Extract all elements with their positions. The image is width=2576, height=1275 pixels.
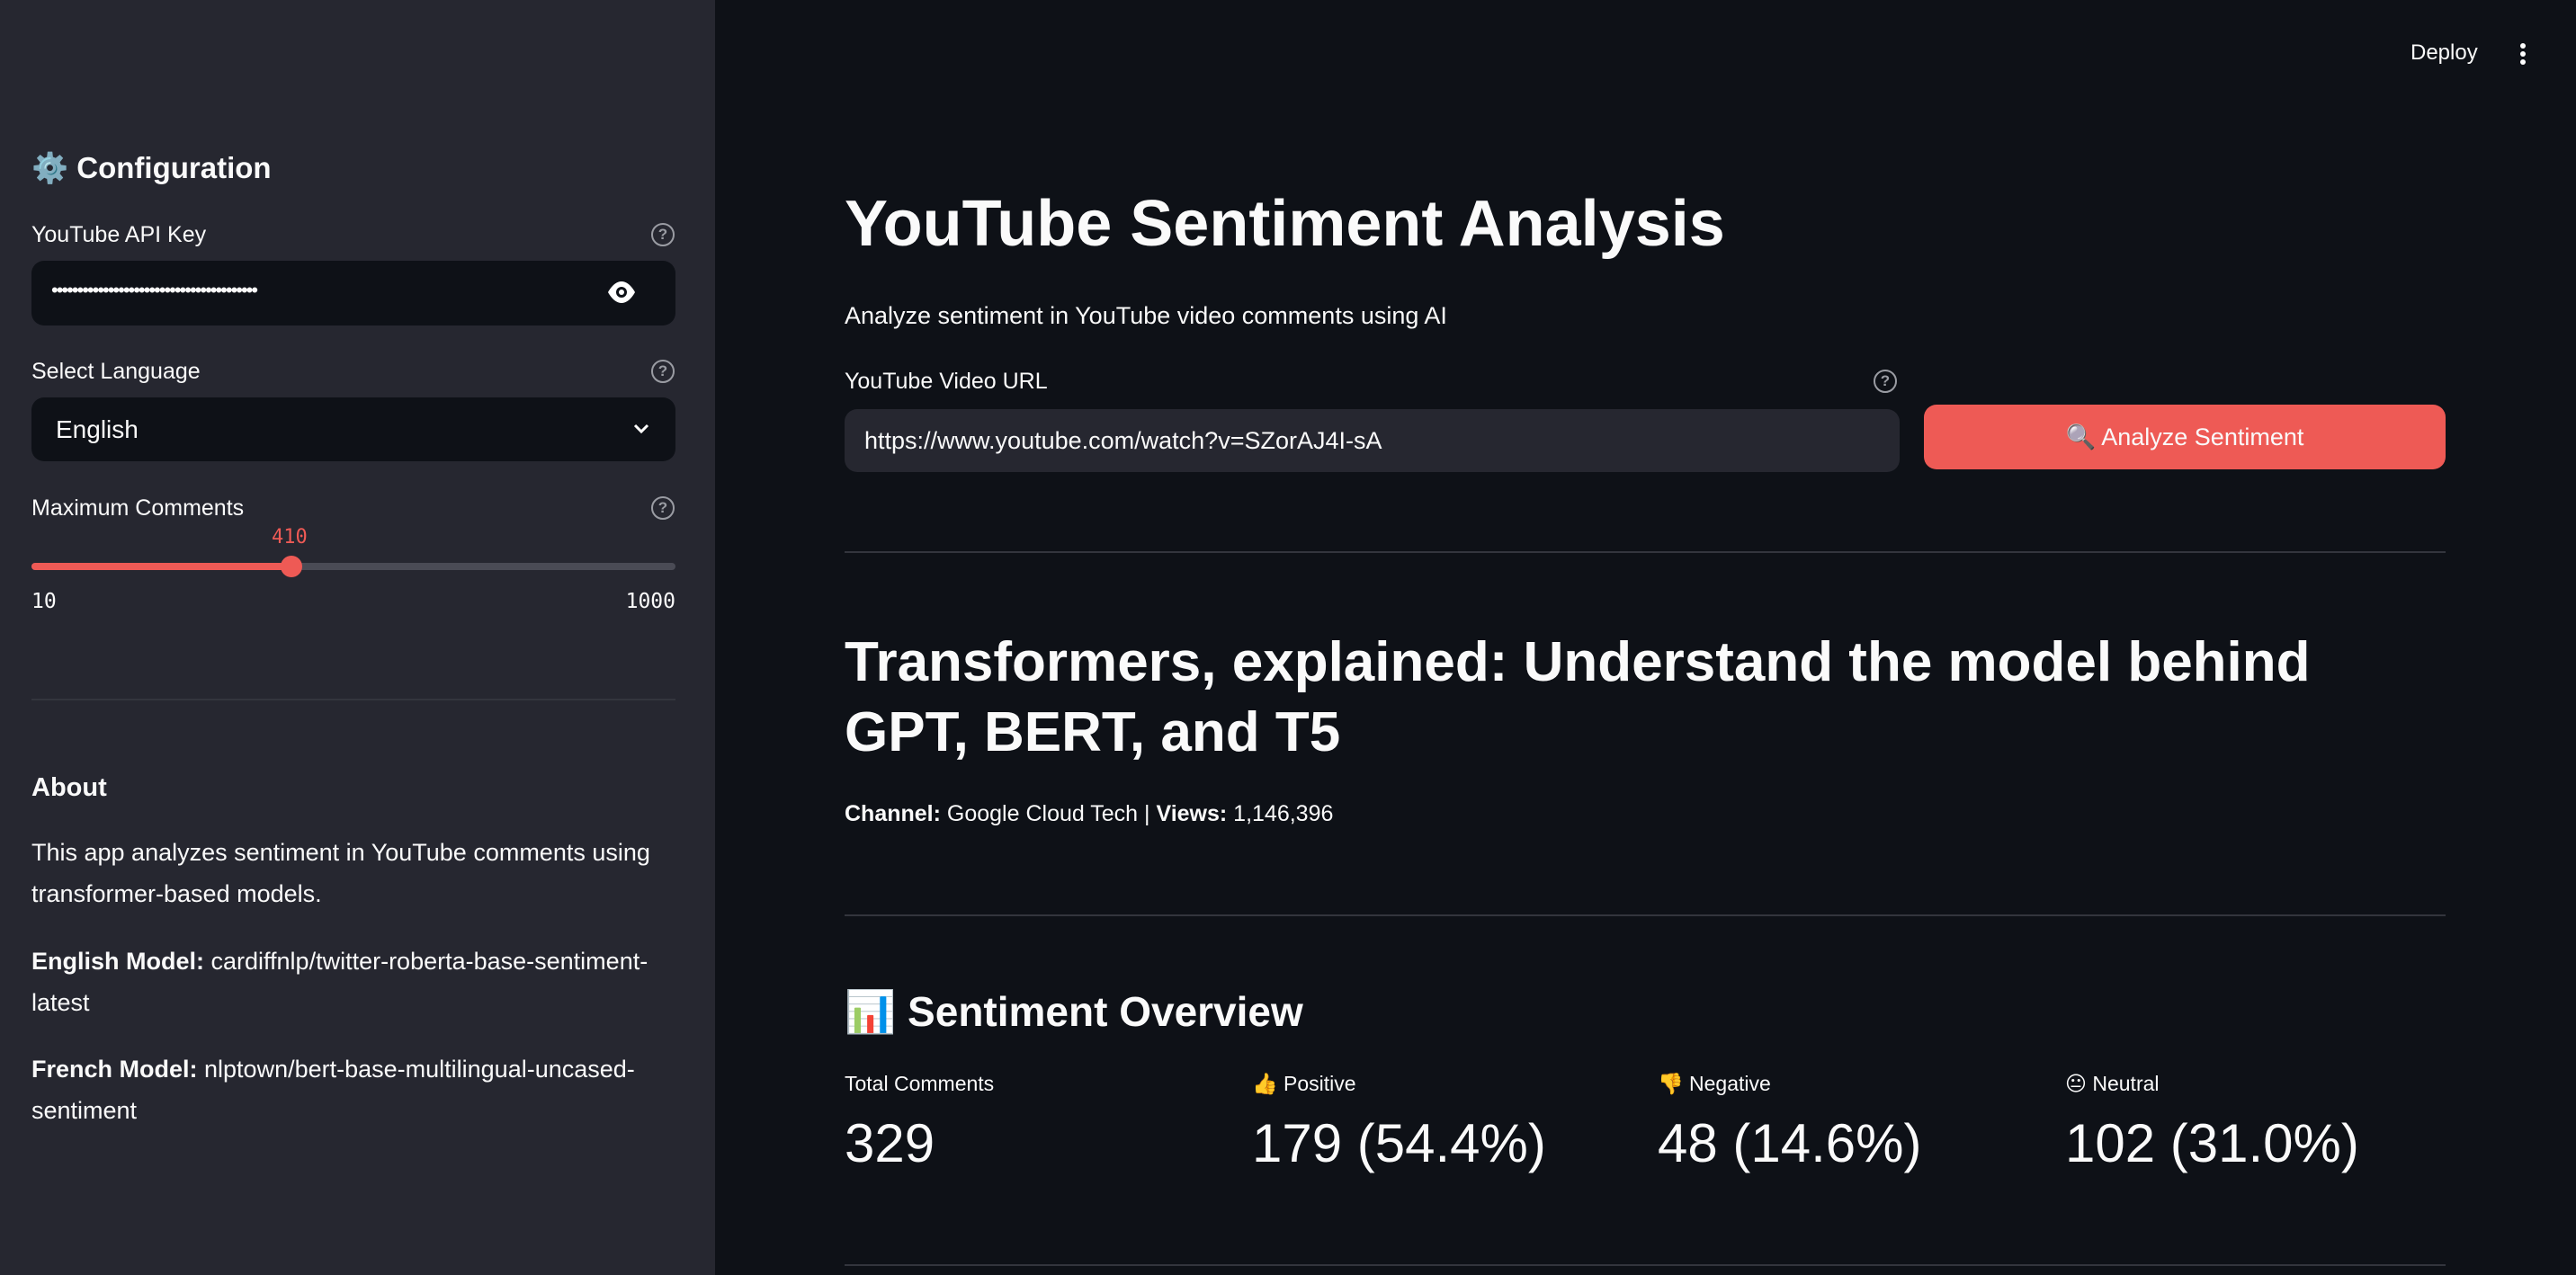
sidebar-title-text: Configuration (76, 151, 272, 184)
analyze-sentiment-button[interactable]: 🔍 Analyze Sentiment (1924, 405, 2446, 469)
slider-max: 1000 (625, 590, 675, 613)
metric-negative: 👎 Negative 48 (14.6%) (1658, 1072, 1922, 1174)
help-icon[interactable]: ? (651, 496, 675, 520)
api-key-value: •••••••••••••••••••••••••••••••••••••••• (51, 279, 258, 301)
sentiment-overview-heading: 📊 Sentiment Overview (845, 988, 1303, 1035)
sidebar: ⚙️ Configuration YouTube API Key ? •••••… (0, 0, 715, 1275)
metric-value: 179 (54.4%) (1252, 1113, 1546, 1173)
metric-label: 👍 Positive (1252, 1072, 1356, 1095)
divider (845, 551, 2446, 553)
language-select[interactable]: English (31, 397, 675, 461)
slider-fill (31, 563, 292, 570)
metric-total: Total Comments 329 (845, 1072, 994, 1174)
api-key-label: YouTube API Key (31, 222, 207, 247)
channel-value: Google Cloud Tech | (940, 801, 1157, 826)
url-input[interactable]: https://www.youtube.com/watch?v=SZorAJ4I… (845, 409, 1900, 472)
channel-label: Channel: (845, 801, 941, 826)
about-description: This app analyzes sentiment in YouTube c… (31, 839, 650, 907)
page-title: YouTube Sentiment Analysis (845, 188, 1725, 260)
page-subtitle: Analyze sentiment in YouTube video comme… (845, 302, 1447, 329)
slider-min: 10 (31, 590, 57, 613)
deploy-button[interactable]: Deploy (2411, 40, 2478, 65)
divider (31, 699, 675, 700)
metric-positive: 👍 Positive 179 (54.4%) (1252, 1072, 1546, 1174)
metric-neutral: 😐 Neutral 102 (31.0%) (2065, 1072, 2359, 1174)
video-title: Transformers, explained: Understand the … (845, 631, 2311, 763)
gear-icon: ⚙️ (31, 151, 69, 184)
kebab-menu-icon[interactable] (2517, 41, 2529, 67)
eye-icon[interactable] (605, 279, 638, 306)
help-icon[interactable]: ? (651, 223, 675, 246)
slider-thumb[interactable] (281, 556, 303, 577)
views-value: 1,146,396 (1227, 801, 1334, 826)
english-model-value: cardiffnlp/twitter-roberta-base-sentimen… (31, 948, 648, 1016)
french-model-label: French Model: (31, 1056, 198, 1083)
metric-label: 👎 Negative (1658, 1072, 1771, 1095)
about-heading: About (31, 773, 107, 802)
url-label: YouTube Video URL (845, 369, 1048, 394)
video-meta: Channel: Google Cloud Tech | Views: 1,14… (845, 801, 1333, 827)
metric-value: 329 (845, 1113, 935, 1173)
english-model: English Model: cardiffnlp/twitter-robert… (31, 941, 675, 1023)
slider-value: 410 (272, 526, 308, 548)
sidebar-title: ⚙️ Configuration (31, 151, 272, 186)
language-value: English (56, 415, 139, 443)
metric-label: Total Comments (845, 1072, 995, 1095)
language-label: Select Language (31, 359, 201, 384)
divider (845, 914, 2446, 916)
api-key-input[interactable]: •••••••••••••••••••••••••••••••••••••••• (31, 261, 675, 325)
divider (845, 1264, 2446, 1266)
views-label: Views: (1156, 801, 1228, 826)
english-model-label: English Model: (31, 948, 204, 975)
slider-track[interactable] (31, 556, 675, 577)
url-value: https://www.youtube.com/watch?v=SZorAJ4I… (864, 427, 1382, 454)
help-icon[interactable]: ? (651, 360, 675, 383)
max-comments-label: Maximum Comments (31, 495, 245, 521)
metric-value: 48 (14.6%) (1658, 1113, 1922, 1173)
metric-label: 😐 Neutral (2065, 1072, 2160, 1095)
help-icon[interactable]: ? (1874, 370, 1897, 393)
metric-value: 102 (31.0%) (2065, 1113, 2359, 1173)
chevron-down-icon (633, 424, 649, 434)
french-model: French Model: nlptown/bert-base-multilin… (31, 1048, 675, 1131)
french-model-value: nlptown/bert-base-multilingual-uncased-s… (31, 1056, 635, 1124)
